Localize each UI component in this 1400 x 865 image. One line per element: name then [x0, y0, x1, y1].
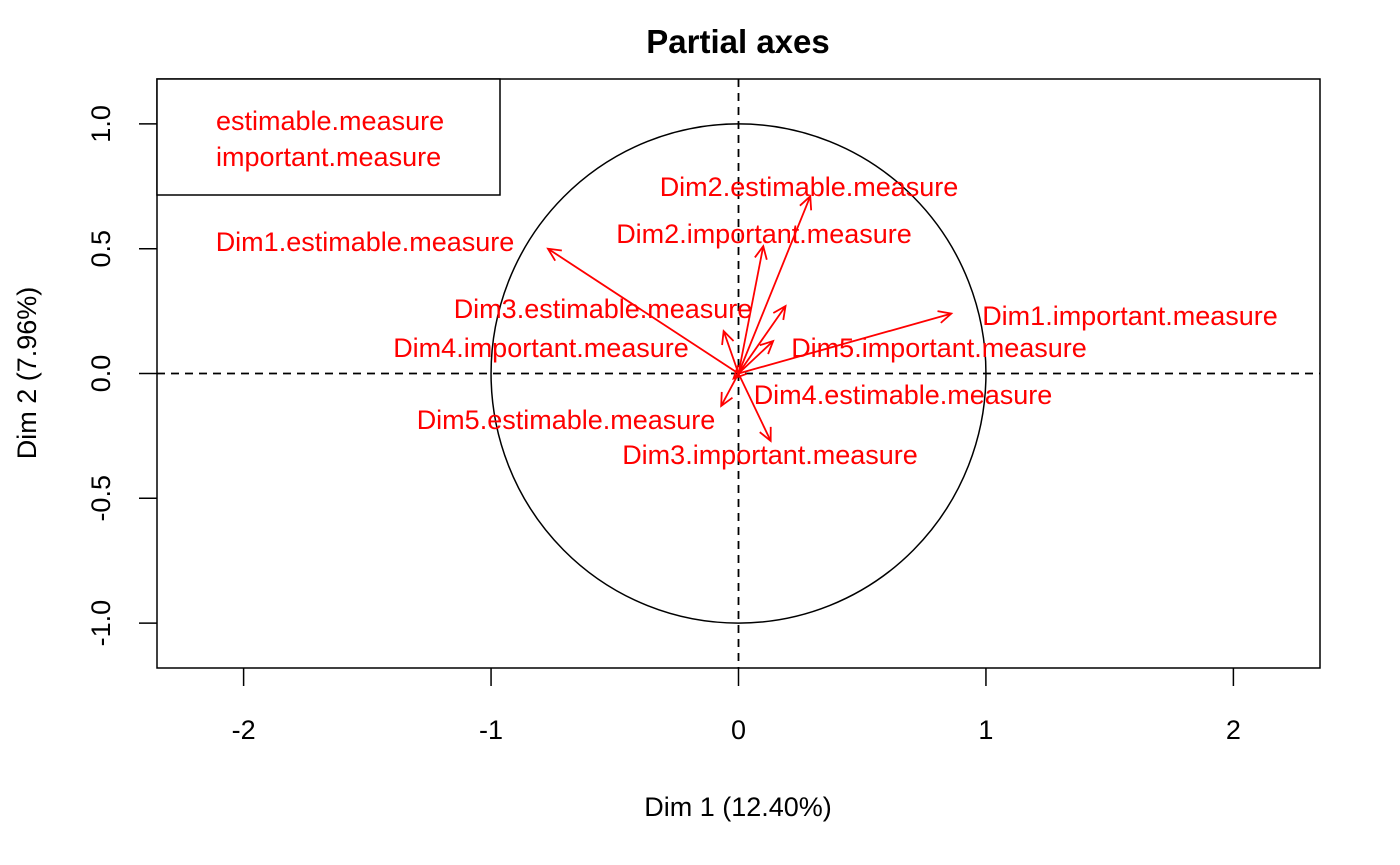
- arrow-label: Dim2.estimable.measure: [660, 172, 959, 202]
- y-tick-label: -0.5: [86, 475, 116, 522]
- arrow: [737, 373, 772, 443]
- y-tick-label: 0.0: [86, 355, 116, 393]
- arrow-label: Dim5.important.measure: [791, 333, 1087, 363]
- x-axis: -2 -1 0 1 2: [232, 668, 1241, 745]
- chart-title: Partial axes: [646, 23, 829, 60]
- arrow: [737, 244, 768, 374]
- x-tick-label: 1: [978, 715, 993, 745]
- arrow: [737, 304, 787, 375]
- y-axis: -1.0 -0.5 0.0 0.5 1.0: [86, 105, 157, 646]
- arrow: [737, 194, 813, 374]
- x-tick-label: 0: [731, 715, 746, 745]
- y-tick-label: 1.0: [86, 105, 116, 143]
- arrow-label: Dim1.important.measure: [982, 301, 1278, 331]
- arrows-layer: [546, 194, 954, 443]
- x-axis-label: Dim 1 (12.40%): [644, 792, 832, 822]
- x-tick-label: 2: [1226, 715, 1241, 745]
- arrow: [721, 329, 740, 374]
- unit-circle: [490, 123, 987, 624]
- legend: estimable.measure important.measure: [156, 78, 501, 196]
- arrow: [738, 310, 954, 375]
- legend-box: [156, 78, 501, 196]
- arrow-label: Dim4.important.measure: [393, 333, 689, 363]
- arrow: [546, 247, 739, 375]
- arrow-labels-layer: Dim1.estimable.measure Dim1.important.mea…: [216, 172, 1278, 470]
- arrow: [720, 373, 740, 408]
- arrow: [737, 339, 775, 375]
- arrow-label: Dim4.estimable.measure: [754, 380, 1053, 410]
- arrow-label: Dim3.estimable.measure: [454, 294, 753, 324]
- arrow-label: Dim5.estimable.measure: [417, 405, 716, 435]
- x-tick-label: -1: [479, 715, 503, 745]
- unit-circle-layer: [490, 123, 987, 624]
- legend-entry: estimable.measure: [216, 106, 444, 136]
- legend-entry: important.measure: [216, 142, 441, 172]
- y-axis-label: Dim 2 (7.96%): [12, 287, 42, 460]
- arrow-label: Dim3.important.measure: [622, 440, 918, 470]
- x-tick-label: -2: [232, 715, 256, 745]
- y-tick-label: -1.0: [86, 600, 116, 647]
- arrow-label: Dim2.important.measure: [616, 219, 912, 249]
- arrow-label: Dim1.estimable.measure: [216, 227, 515, 257]
- y-tick-label: 0.5: [86, 230, 116, 268]
